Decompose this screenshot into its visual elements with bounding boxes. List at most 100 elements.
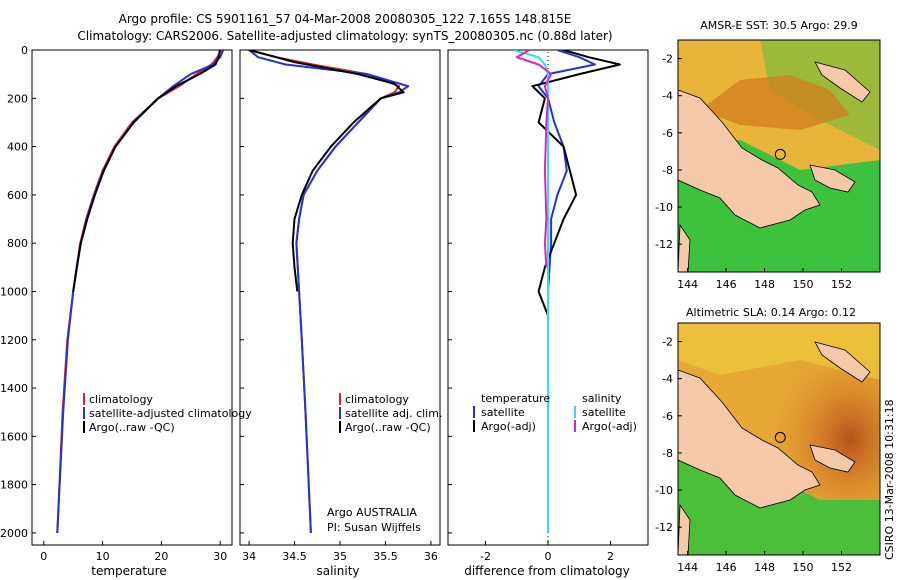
salinity-legend: climatology satellite adj. clim. Argo(..… — [327, 393, 442, 534]
difference-series — [513, 50, 621, 543]
series-line-argo — [248, 50, 405, 292]
map-y-tick-label: -4 — [662, 373, 673, 386]
x-tick-label: -2 — [480, 550, 491, 563]
map-x-tick-label: 148 — [754, 561, 775, 574]
temperature-series — [56, 50, 225, 533]
x-tick-label: 34.5 — [282, 550, 307, 563]
map-y-tick-label: -12 — [655, 521, 673, 534]
x-tick-label: 10 — [96, 550, 110, 563]
sla-land-new-britain — [814, 341, 871, 383]
difference-xlabel: difference from climatology — [464, 564, 630, 578]
argo-location-marker — [774, 148, 786, 160]
y-tick-label: 200 — [7, 92, 28, 105]
legend-label: Argo(..raw -QC) — [345, 421, 431, 434]
y-tick-label: 400 — [7, 141, 28, 154]
map-y-tick-label: -12 — [655, 238, 673, 251]
y-tick-label: 1200 — [0, 334, 28, 347]
y-tick-label: 1800 — [0, 479, 28, 492]
sla-land-new-guinea — [678, 369, 821, 509]
sst-land-new-britain — [814, 61, 871, 103]
map-y-tick-label: -6 — [662, 410, 673, 423]
x-tick-label: 0 — [40, 550, 47, 563]
series-line-sal-argo — [515, 50, 553, 268]
map-x-tick-label: 152 — [831, 278, 852, 291]
x-tick-label: 0 — [545, 550, 552, 563]
map-x-tick-label: 144 — [677, 561, 698, 574]
x-tick-label: 2 — [607, 550, 614, 563]
sst-map-frame — [677, 39, 881, 273]
x-tick-label: 34 — [242, 550, 256, 563]
x-tick-label: 35.5 — [373, 550, 398, 563]
legend-label: satellite-adjusted climatology — [89, 407, 252, 420]
x-ticks: 0 10 20 30 34 34.5 35 35.5 36 -2 0 2 — [40, 541, 614, 563]
x-tick-label: 20 — [154, 550, 168, 563]
map-y-tick-label: -8 — [662, 164, 673, 177]
map-x-tick-label: 148 — [754, 278, 775, 291]
sla-land-island — [809, 444, 856, 473]
y-tick-label: 600 — [7, 189, 28, 202]
map-x-tick-label: 152 — [831, 561, 852, 574]
y-tick-label: 800 — [7, 237, 28, 250]
sla-map-title: Altimetric SLA: 0.14 Argo: 0.12 — [686, 306, 856, 319]
map-y-tick-label: -2 — [662, 53, 673, 66]
map-y-tick-label: -8 — [662, 447, 673, 460]
legend-label: satellite — [582, 406, 626, 419]
salinity-plot-frame — [239, 49, 441, 546]
map-x-tick-label: 146 — [716, 278, 737, 291]
argo-location-marker — [774, 431, 786, 443]
argo-program-label: Argo AUSTRALIA — [327, 506, 417, 519]
sla-land-australia — [678, 503, 691, 555]
sst-land-new-guinea — [678, 89, 821, 229]
pi-label: PI: Susan Wijffels — [327, 521, 421, 534]
sst-map — [678, 40, 880, 272]
series-line-argo — [72, 50, 221, 292]
legend-title-salinity: salinity — [582, 392, 622, 405]
legend-label: satellite adj. clim. — [345, 407, 442, 420]
map-y-tick-label: -10 — [655, 201, 673, 214]
legend-label: Argo(-adj) — [481, 420, 536, 433]
sst-land-australia — [678, 223, 691, 272]
x-tick-label: 35 — [333, 550, 347, 563]
legend-label: satellite — [481, 406, 525, 419]
y-tick-label: 1000 — [0, 285, 28, 298]
legend-label: Argo(-adj) — [582, 420, 637, 433]
legend-title-temperature: temperature — [481, 392, 550, 405]
map-y-tick-label: -4 — [662, 90, 673, 103]
legend-label: climatology — [89, 393, 153, 406]
timestamp-stamp: CSIRO 13-Mar-2008 10:31:18 — [883, 399, 896, 560]
x-tick-label: 36 — [424, 550, 438, 563]
x-tick-label: 30 — [213, 550, 227, 563]
temperature-xlabel: temperature — [91, 564, 166, 578]
title-line-2: Climatology: CARS2006. Satellite-adjuste… — [77, 29, 612, 43]
sla-map-frame — [677, 322, 881, 556]
sst-land-island — [809, 164, 856, 193]
y-tick-label: 2000 — [0, 527, 28, 540]
temperature-plot-frame — [31, 49, 233, 546]
temperature-legend: climatology satellite-adjusted climatolo… — [83, 393, 252, 434]
title-line-1: Argo profile: CS 5901161_57 04-Mar-2008 … — [119, 12, 572, 26]
map-x-tick-label: 150 — [793, 561, 814, 574]
y-tick-label: 1400 — [0, 382, 28, 395]
sla-map — [678, 323, 880, 555]
sst-field-hot — [700, 75, 850, 130]
sst-map-title: AMSR-E SST: 30.5 Argo: 29.9 — [700, 19, 858, 32]
salinity-series — [248, 50, 410, 533]
map-x-tick-label: 144 — [677, 278, 698, 291]
sla-map-ticks: 144 146 148 150 152 -2 -4 -6 -8 -10 -12 — [655, 336, 852, 574]
y-tick-label: 0 — [21, 44, 28, 57]
salinity-xlabel: salinity — [316, 564, 359, 578]
difference-legend: temperature salinity satellite Argo(-adj… — [473, 392, 637, 433]
map-x-tick-label: 150 — [793, 278, 814, 291]
map-y-tick-label: -2 — [662, 336, 673, 349]
map-y-tick-label: -6 — [662, 127, 673, 140]
y-tick-label: 1600 — [0, 430, 28, 443]
depth-axis: 0 200 400 600 800 1000 1200 1400 1600 1800 2000 — [0, 44, 452, 540]
sst-map-ticks: 144 146 148 150 152 -2 -4 -6 -8 -10 -12 — [655, 53, 852, 291]
map-x-tick-label: 146 — [716, 561, 737, 574]
legend-label: Argo(..raw -QC) — [89, 421, 175, 434]
legend-label: climatology — [345, 393, 409, 406]
map-y-tick-label: -10 — [655, 484, 673, 497]
sla-field-yellow — [678, 323, 880, 380]
series-line-sal-satellite — [513, 50, 549, 533]
